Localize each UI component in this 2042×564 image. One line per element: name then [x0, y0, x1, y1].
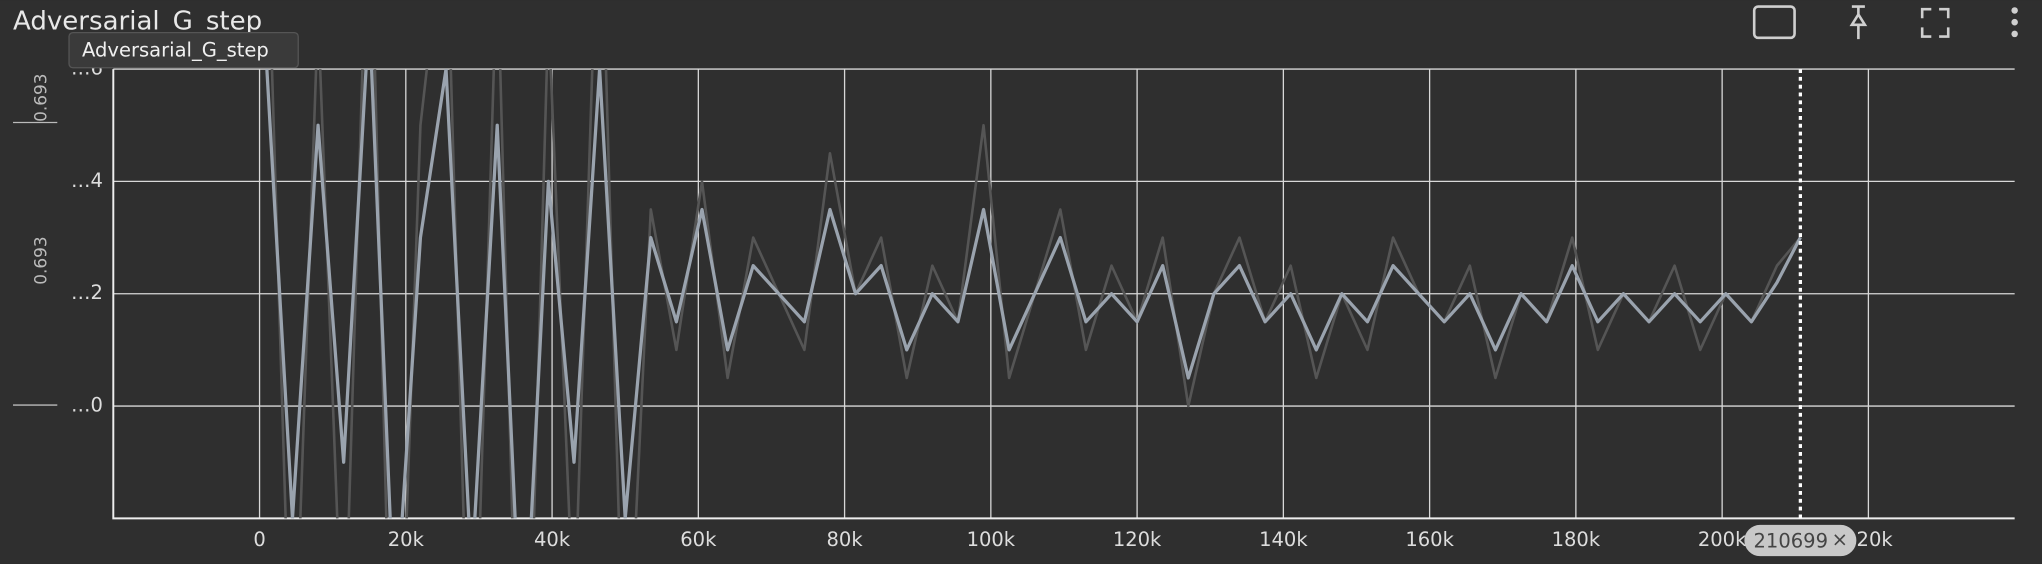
x-tick-label: 140k [1259, 528, 1308, 551]
x-tick-label: 80k [827, 528, 864, 551]
pin-button[interactable] [1849, 5, 1868, 40]
axis-line [112, 69, 2015, 520]
series-line [265, 69, 1802, 519]
side-label: 0.693 [31, 236, 51, 284]
y-tick-label: …0 [71, 394, 103, 417]
y-tick-label: …4 [71, 169, 103, 192]
tooltip-text: Adversarial_G_step [82, 38, 269, 61]
hover-step: 210699 [1753, 529, 1828, 552]
plot-area: …0…2…4…6020k40k60k80k100k120k140k160k180… [71, 57, 2015, 551]
x-tick-label: 120k [1113, 528, 1162, 551]
y-tick-label: …2 [71, 281, 103, 304]
x-tick-label: 20k [388, 528, 425, 551]
x-tick-label: 0 [253, 528, 265, 551]
x-tick-label: 200k [1698, 528, 1747, 551]
x-tick-label: 220k [1844, 528, 1893, 551]
side-label: 0.693 [31, 74, 51, 122]
x-tick-label: 40k [534, 528, 571, 551]
tooltip-box [68, 31, 299, 69]
x-tick-label: 180k [1552, 528, 1601, 551]
fullscreen-button[interactable] [1920, 7, 1950, 38]
toolbar [1752, 5, 2018, 40]
more-button[interactable] [2011, 7, 2018, 38]
x-tick-label: 60k [680, 528, 717, 551]
hover-tag [1744, 524, 1857, 557]
x-tick-label: 100k [967, 528, 1016, 551]
fit-domain-button[interactable] [1752, 5, 1796, 40]
card-title: Adversarial_G_step [13, 7, 262, 37]
x-tick-label: 160k [1405, 528, 1454, 551]
hover-close[interactable]: × [1832, 528, 1848, 551]
